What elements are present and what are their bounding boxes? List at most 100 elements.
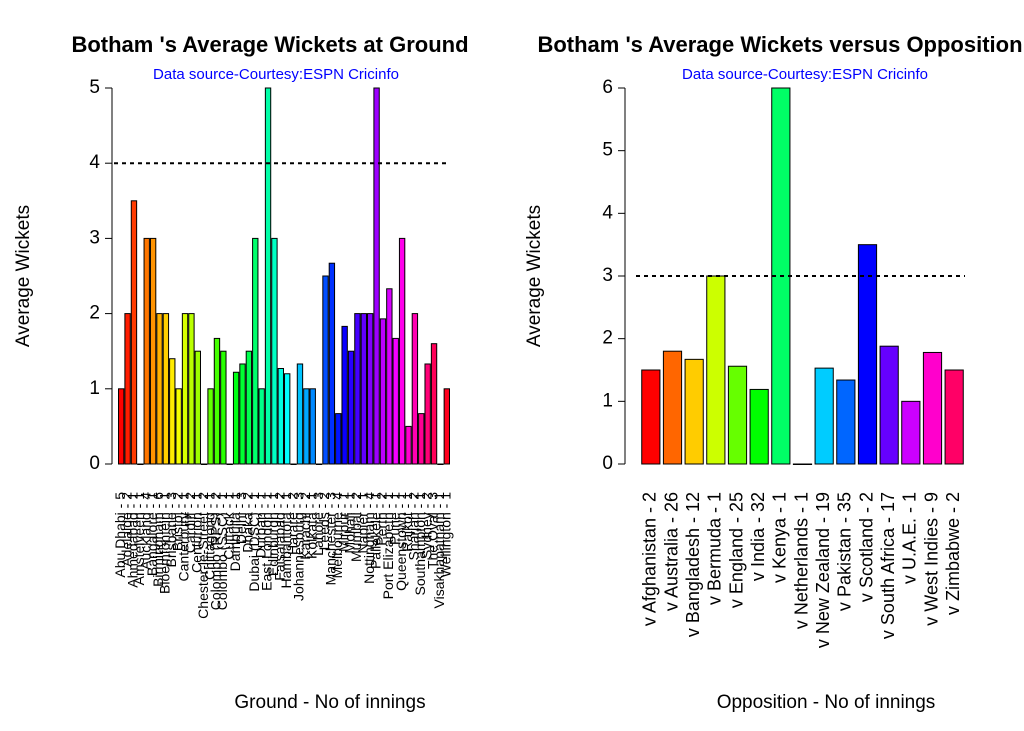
y-tick-label: 3 [602, 265, 613, 286]
bar [207, 388, 214, 465]
x-tick-label: Karachi - 2 [297, 492, 313, 560]
x-tick-label: Brisbane - 3 [163, 492, 179, 568]
x-tick-label: Wellington - 1 [438, 492, 454, 578]
bar [181, 313, 189, 465]
y-tick-label: 6 [602, 77, 613, 98]
x-tick-label: v Bermuda - 1 [705, 492, 725, 605]
bar [137, 463, 144, 465]
bar [149, 237, 157, 465]
bar [335, 413, 342, 465]
bar [169, 358, 176, 465]
bar [118, 388, 125, 465]
x-tick-label: Southampton - 1 [412, 492, 428, 596]
bar [220, 350, 227, 465]
x-tick-label: Rajkot - 1 [399, 492, 415, 552]
bar [264, 87, 272, 465]
x-tick-label: v Netherlands - 1 [791, 492, 811, 629]
x-tick-label: Cuttack - 1 [220, 492, 236, 560]
x-tick-label: v South Africa - 17 [878, 492, 898, 639]
y-tick-label: 0 [89, 453, 100, 474]
x-tick-label: Lahore - 3 [310, 492, 326, 556]
bar [296, 363, 304, 465]
bar [162, 313, 170, 465]
bar [857, 244, 878, 465]
bar [405, 425, 412, 465]
x-axis-label: Ground - No of innings [234, 692, 425, 713]
bar [944, 369, 964, 465]
x-tick-label: Napier - 1 [355, 492, 371, 554]
bar [213, 337, 221, 465]
bar [727, 365, 748, 465]
x-tick-label: Chittagong - 1 [201, 492, 217, 580]
x-tick-label: Leeds - 2 [316, 492, 332, 551]
x-tick-label: Hambantota - 1 [278, 492, 294, 589]
x-tick-label: v New Zealand - 19 [813, 492, 833, 648]
bar [392, 337, 399, 465]
bar [124, 313, 131, 465]
bar [373, 87, 380, 465]
x-tick-label: Sydney - 2 [418, 492, 434, 559]
x-tick-label: Abu Dhabi - 5 [112, 492, 128, 578]
bar [226, 463, 233, 465]
bar [418, 413, 425, 465]
bar [386, 288, 393, 465]
x-tick-label: Colombo (SSC) - 1 [214, 492, 230, 610]
bar [143, 237, 150, 465]
y-tick-label: 4 [602, 202, 613, 223]
x-tick-label: v Pakistan - 35 [835, 492, 855, 611]
x-tick-label: Auckland - 4 [137, 492, 153, 570]
x-tick-label: Nottingham - 4 [361, 492, 377, 584]
y-axis-label: Average Wickets [13, 205, 34, 347]
bar [284, 373, 291, 465]
x-tick-label: East London - 1 [259, 492, 275, 591]
x-tick-label: v Scotland - 2 [856, 492, 876, 602]
x-tick-label: Bloemfontein - 1 [157, 492, 173, 594]
bar [194, 350, 201, 465]
bar [437, 463, 444, 465]
x-tick-label: Sharjah - 2 [406, 492, 422, 561]
bar [367, 313, 374, 465]
y-tick-label: 0 [602, 453, 613, 474]
bar [662, 350, 683, 465]
bar [379, 318, 387, 465]
bar [322, 275, 329, 465]
bar [290, 463, 297, 465]
bar [749, 388, 769, 465]
x-tick-label: Pallekele - 1 [367, 492, 383, 569]
bar [188, 313, 195, 465]
bar [328, 262, 336, 465]
chart-subtitle: Data source-Courtesy:ESPN Cricinfo [153, 66, 399, 83]
bar [922, 351, 943, 465]
chart-title: Botham 's Average Wickets versus Opposit… [537, 32, 1022, 57]
x-tick-label: v West Indies - 9 [921, 492, 941, 626]
x-tick-label: Kolkata - 1 [303, 492, 319, 559]
bar [239, 363, 246, 465]
x-tick-label: Bangalore - 1 [144, 492, 160, 576]
x-tick-label: Cardiff - 2 [182, 492, 198, 553]
x-tick-label: v U.A.E. - 1 [900, 492, 920, 584]
x-tick-label: Mohali - 1 [342, 492, 358, 554]
y-tick-label: 3 [89, 227, 100, 248]
bar [245, 350, 253, 465]
bar [411, 313, 419, 465]
bar [430, 343, 438, 465]
bar [792, 463, 813, 465]
bar [232, 371, 240, 465]
x-tick-label: Mumbai - 2 [348, 492, 364, 562]
x-tick-label: Johannesburg - 3 [291, 492, 307, 601]
x-tick-label: v England - 25 [726, 492, 746, 608]
bar [277, 367, 284, 465]
x-tick-label: Bristol - 2 [169, 492, 185, 551]
y-tick-label: 4 [89, 152, 100, 173]
x-tick-label: v Bangladesh - 12 [683, 492, 703, 637]
y-tick-label: 2 [602, 328, 613, 349]
chart-title: Botham 's Average Wickets at Ground [71, 32, 468, 57]
x-tick-label: Chester-le-Street - 2 [195, 492, 211, 619]
x-tick-label: Dubai (DSC) - 1 [246, 492, 262, 592]
y-tick-label: 2 [89, 303, 100, 324]
x-tick-label: Mirpur - 1 [335, 492, 351, 552]
x-tick-label: Pune - 1 [386, 492, 402, 545]
x-tick-label: Edinburgh - 1 [265, 492, 281, 576]
x-tick-label: v Zimbabwe - 2 [943, 492, 963, 615]
bar [130, 200, 138, 465]
